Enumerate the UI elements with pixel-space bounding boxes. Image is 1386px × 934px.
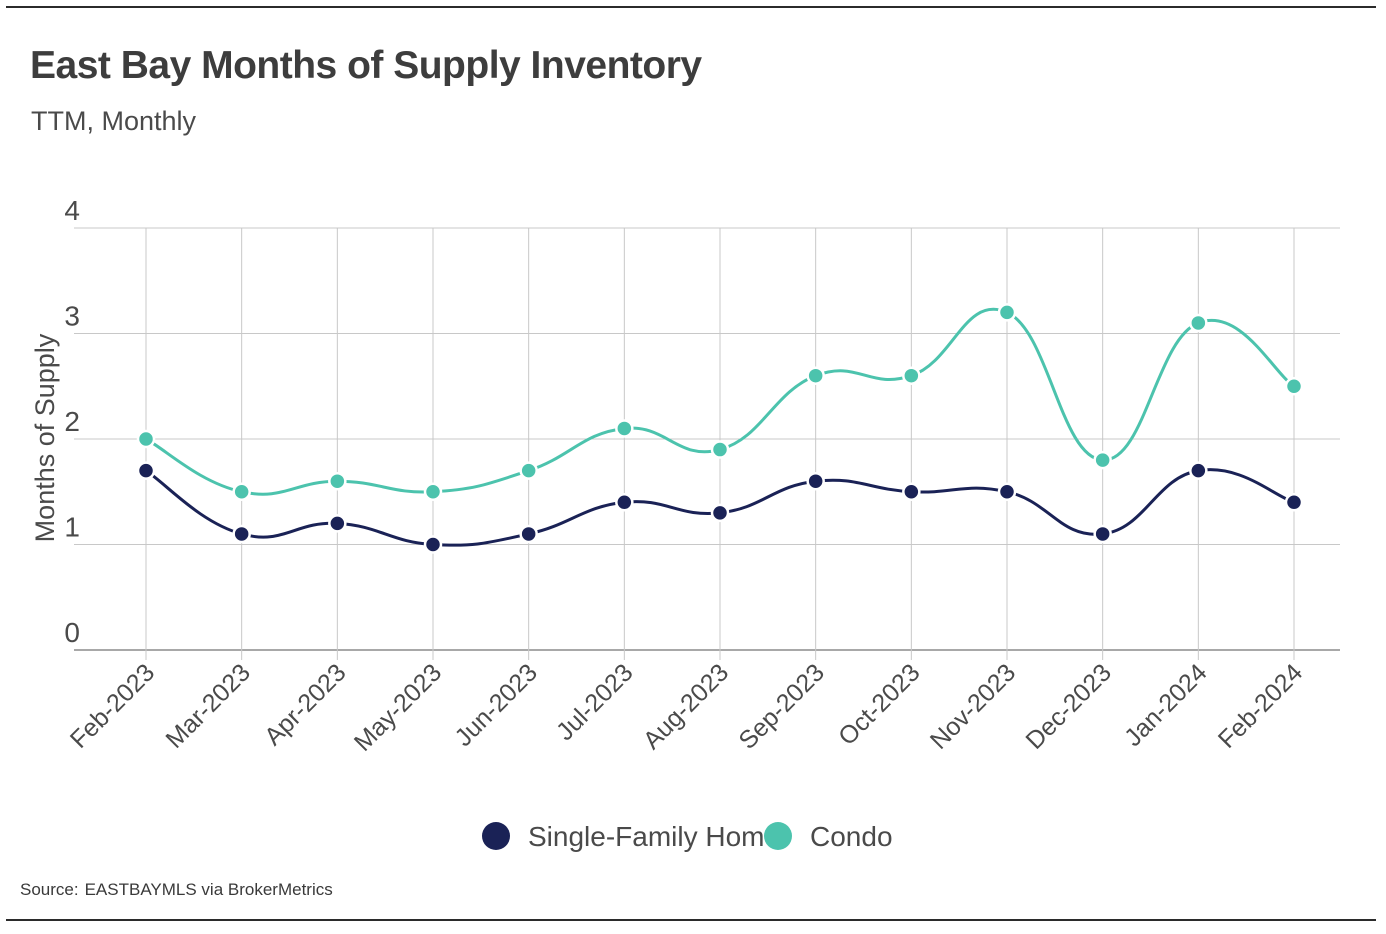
source-note: Source: EASTBAYMLS via BrokerMetrics bbox=[20, 880, 339, 900]
series-line-condo bbox=[144, 307, 1296, 496]
data-point-single-family-home[interactable] bbox=[328, 514, 347, 533]
top-rule bbox=[6, 6, 1376, 8]
data-point-condo[interactable] bbox=[232, 482, 251, 501]
data-point-condo[interactable] bbox=[519, 461, 538, 480]
data-point-single-family-home[interactable] bbox=[1093, 524, 1112, 544]
data-point-condo[interactable] bbox=[710, 440, 730, 459]
data-point-condo[interactable] bbox=[997, 303, 1017, 322]
x-tick-label: Mar-2023 bbox=[160, 658, 255, 753]
data-point-single-family-home[interactable] bbox=[710, 503, 730, 523]
legend-swatch-single-family-home bbox=[482, 822, 510, 850]
source-text: EASTBAYMLS via BrokerMetrics bbox=[84, 880, 333, 899]
y-tick-labels: 0 1 2 3 4 bbox=[64, 195, 80, 648]
x-tick-label: May-2023 bbox=[349, 658, 447, 756]
data-point-condo[interactable] bbox=[806, 366, 825, 385]
legend: Single-Family Home Condo bbox=[482, 821, 893, 852]
y-tick-label: 0 bbox=[64, 617, 80, 648]
x-tick-label: Jan-2024 bbox=[1119, 658, 1213, 752]
data-point-single-family-home[interactable] bbox=[1284, 493, 1304, 512]
x-tick-label: Apr-2023 bbox=[259, 658, 352, 751]
source-label: Source: bbox=[20, 880, 79, 899]
data-point-condo[interactable] bbox=[136, 429, 156, 449]
x-tick-label: Jun-2023 bbox=[449, 658, 543, 752]
data-point-single-family-home[interactable] bbox=[136, 461, 156, 480]
x-tick-label: Dec-2023 bbox=[1020, 658, 1116, 754]
y-tick-label: 1 bbox=[64, 512, 80, 543]
data-point-condo[interactable] bbox=[1284, 377, 1304, 396]
data-point-single-family-home[interactable] bbox=[423, 535, 443, 554]
chart-title: East Bay Months of Supply Inventory bbox=[30, 44, 702, 87]
y-axis-label: Months of Supply bbox=[30, 333, 60, 542]
data-point-single-family-home[interactable] bbox=[232, 524, 251, 544]
data-point-single-family-home[interactable] bbox=[519, 524, 538, 544]
x-tick-label: Oct-2023 bbox=[833, 658, 926, 751]
data-point-condo[interactable] bbox=[615, 419, 634, 438]
data-point-condo[interactable] bbox=[328, 471, 347, 491]
y-tick-label: 4 bbox=[64, 195, 80, 226]
data-point-single-family-home[interactable] bbox=[806, 471, 825, 491]
x-tick-label: Feb-2024 bbox=[1213, 658, 1309, 754]
legend-swatch-condo bbox=[764, 822, 792, 850]
data-point-single-family-home[interactable] bbox=[997, 482, 1017, 501]
legend-label-single-family-home: Single-Family Home bbox=[528, 821, 780, 852]
chart-subtitle: TTM, Monthly bbox=[31, 106, 197, 136]
legend-label-condo: Condo bbox=[810, 821, 893, 852]
y-tick-label: 3 bbox=[64, 301, 80, 332]
x-tick-label: Jul-2023 bbox=[551, 658, 639, 746]
x-tick-label: Sep-2023 bbox=[733, 658, 829, 754]
grid bbox=[74, 227, 1340, 660]
data-point-single-family-home[interactable] bbox=[902, 482, 921, 501]
x-tick-label: Feb-2023 bbox=[65, 658, 160, 753]
data-point-condo[interactable] bbox=[1093, 450, 1112, 470]
data-point-single-family-home[interactable] bbox=[615, 493, 634, 512]
series bbox=[136, 303, 1304, 554]
bottom-rule bbox=[6, 919, 1376, 921]
y-tick-label: 2 bbox=[64, 406, 80, 437]
data-point-condo[interactable] bbox=[423, 482, 443, 501]
x-tick-label: Nov-2023 bbox=[925, 658, 1021, 754]
x-tick-label: Aug-2023 bbox=[638, 658, 734, 754]
data-point-condo[interactable] bbox=[1189, 313, 1208, 333]
data-point-condo[interactable] bbox=[902, 366, 921, 385]
data-point-single-family-home[interactable] bbox=[1189, 461, 1208, 480]
